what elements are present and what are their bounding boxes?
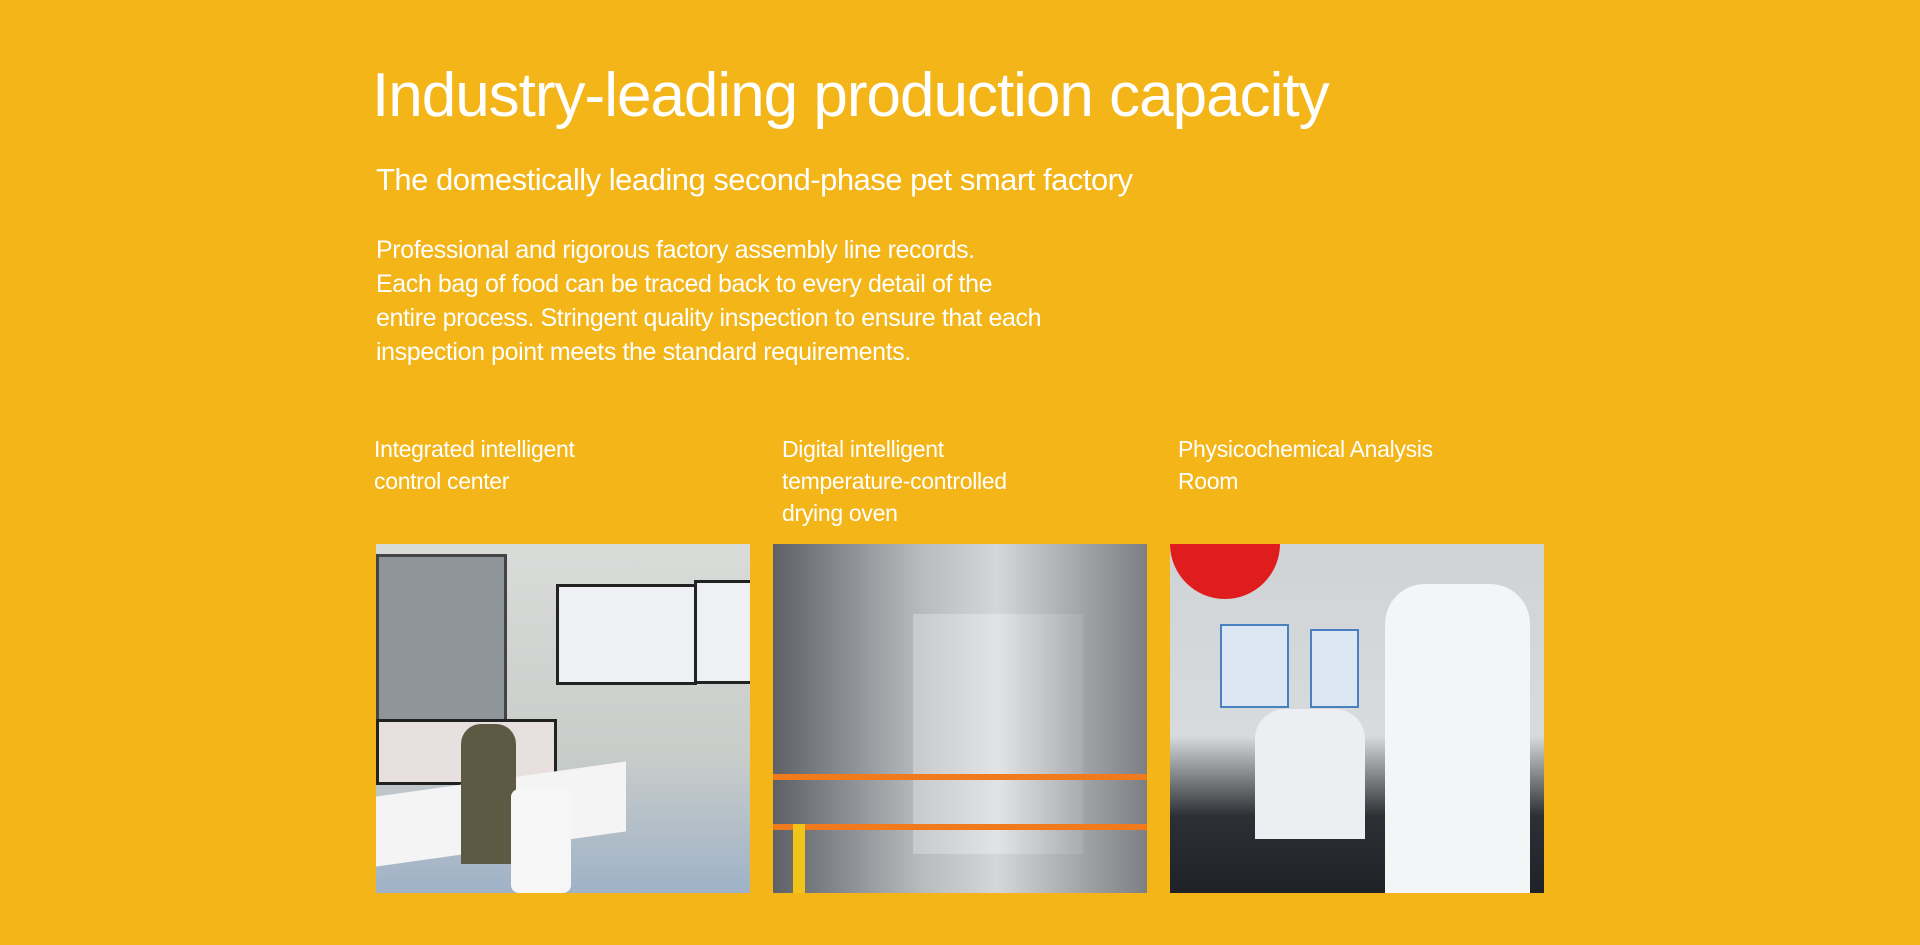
- description-line: inspection point meets the standard requ…: [376, 338, 911, 366]
- control-center-photo: [376, 544, 750, 893]
- caption-line: Digital intelligent: [782, 436, 944, 462]
- page-title: Industry-leading production capacity: [372, 61, 1330, 130]
- description-line: Professional and rigorous factory assemb…: [376, 236, 975, 264]
- caption-line: Integrated intelligent: [374, 436, 575, 462]
- caption-line: drying oven: [782, 500, 898, 526]
- caption-drying-oven: Digital intelligent temperature-controll…: [782, 433, 1082, 529]
- drying-oven-photo: [773, 544, 1147, 893]
- caption-line: control center: [374, 468, 510, 494]
- analysis-room-photo: [1170, 544, 1544, 893]
- caption-control-center: Integrated intelligent control center: [374, 433, 674, 497]
- caption-line: Room: [1178, 468, 1239, 494]
- caption-line: Physicochemical Analysis: [1178, 436, 1433, 462]
- caption-analysis-room: Physicochemical Analysis Room: [1178, 433, 1478, 497]
- caption-line: temperature-controlled: [782, 468, 1007, 494]
- description-line: Each bag of food can be traced back to e…: [376, 270, 993, 298]
- description-line: entire process. Stringent quality inspec…: [376, 304, 1042, 332]
- description: Professional and rigorous factory assemb…: [376, 233, 1196, 369]
- page-subtitle: The domestically leading second-phase pe…: [376, 162, 1133, 197]
